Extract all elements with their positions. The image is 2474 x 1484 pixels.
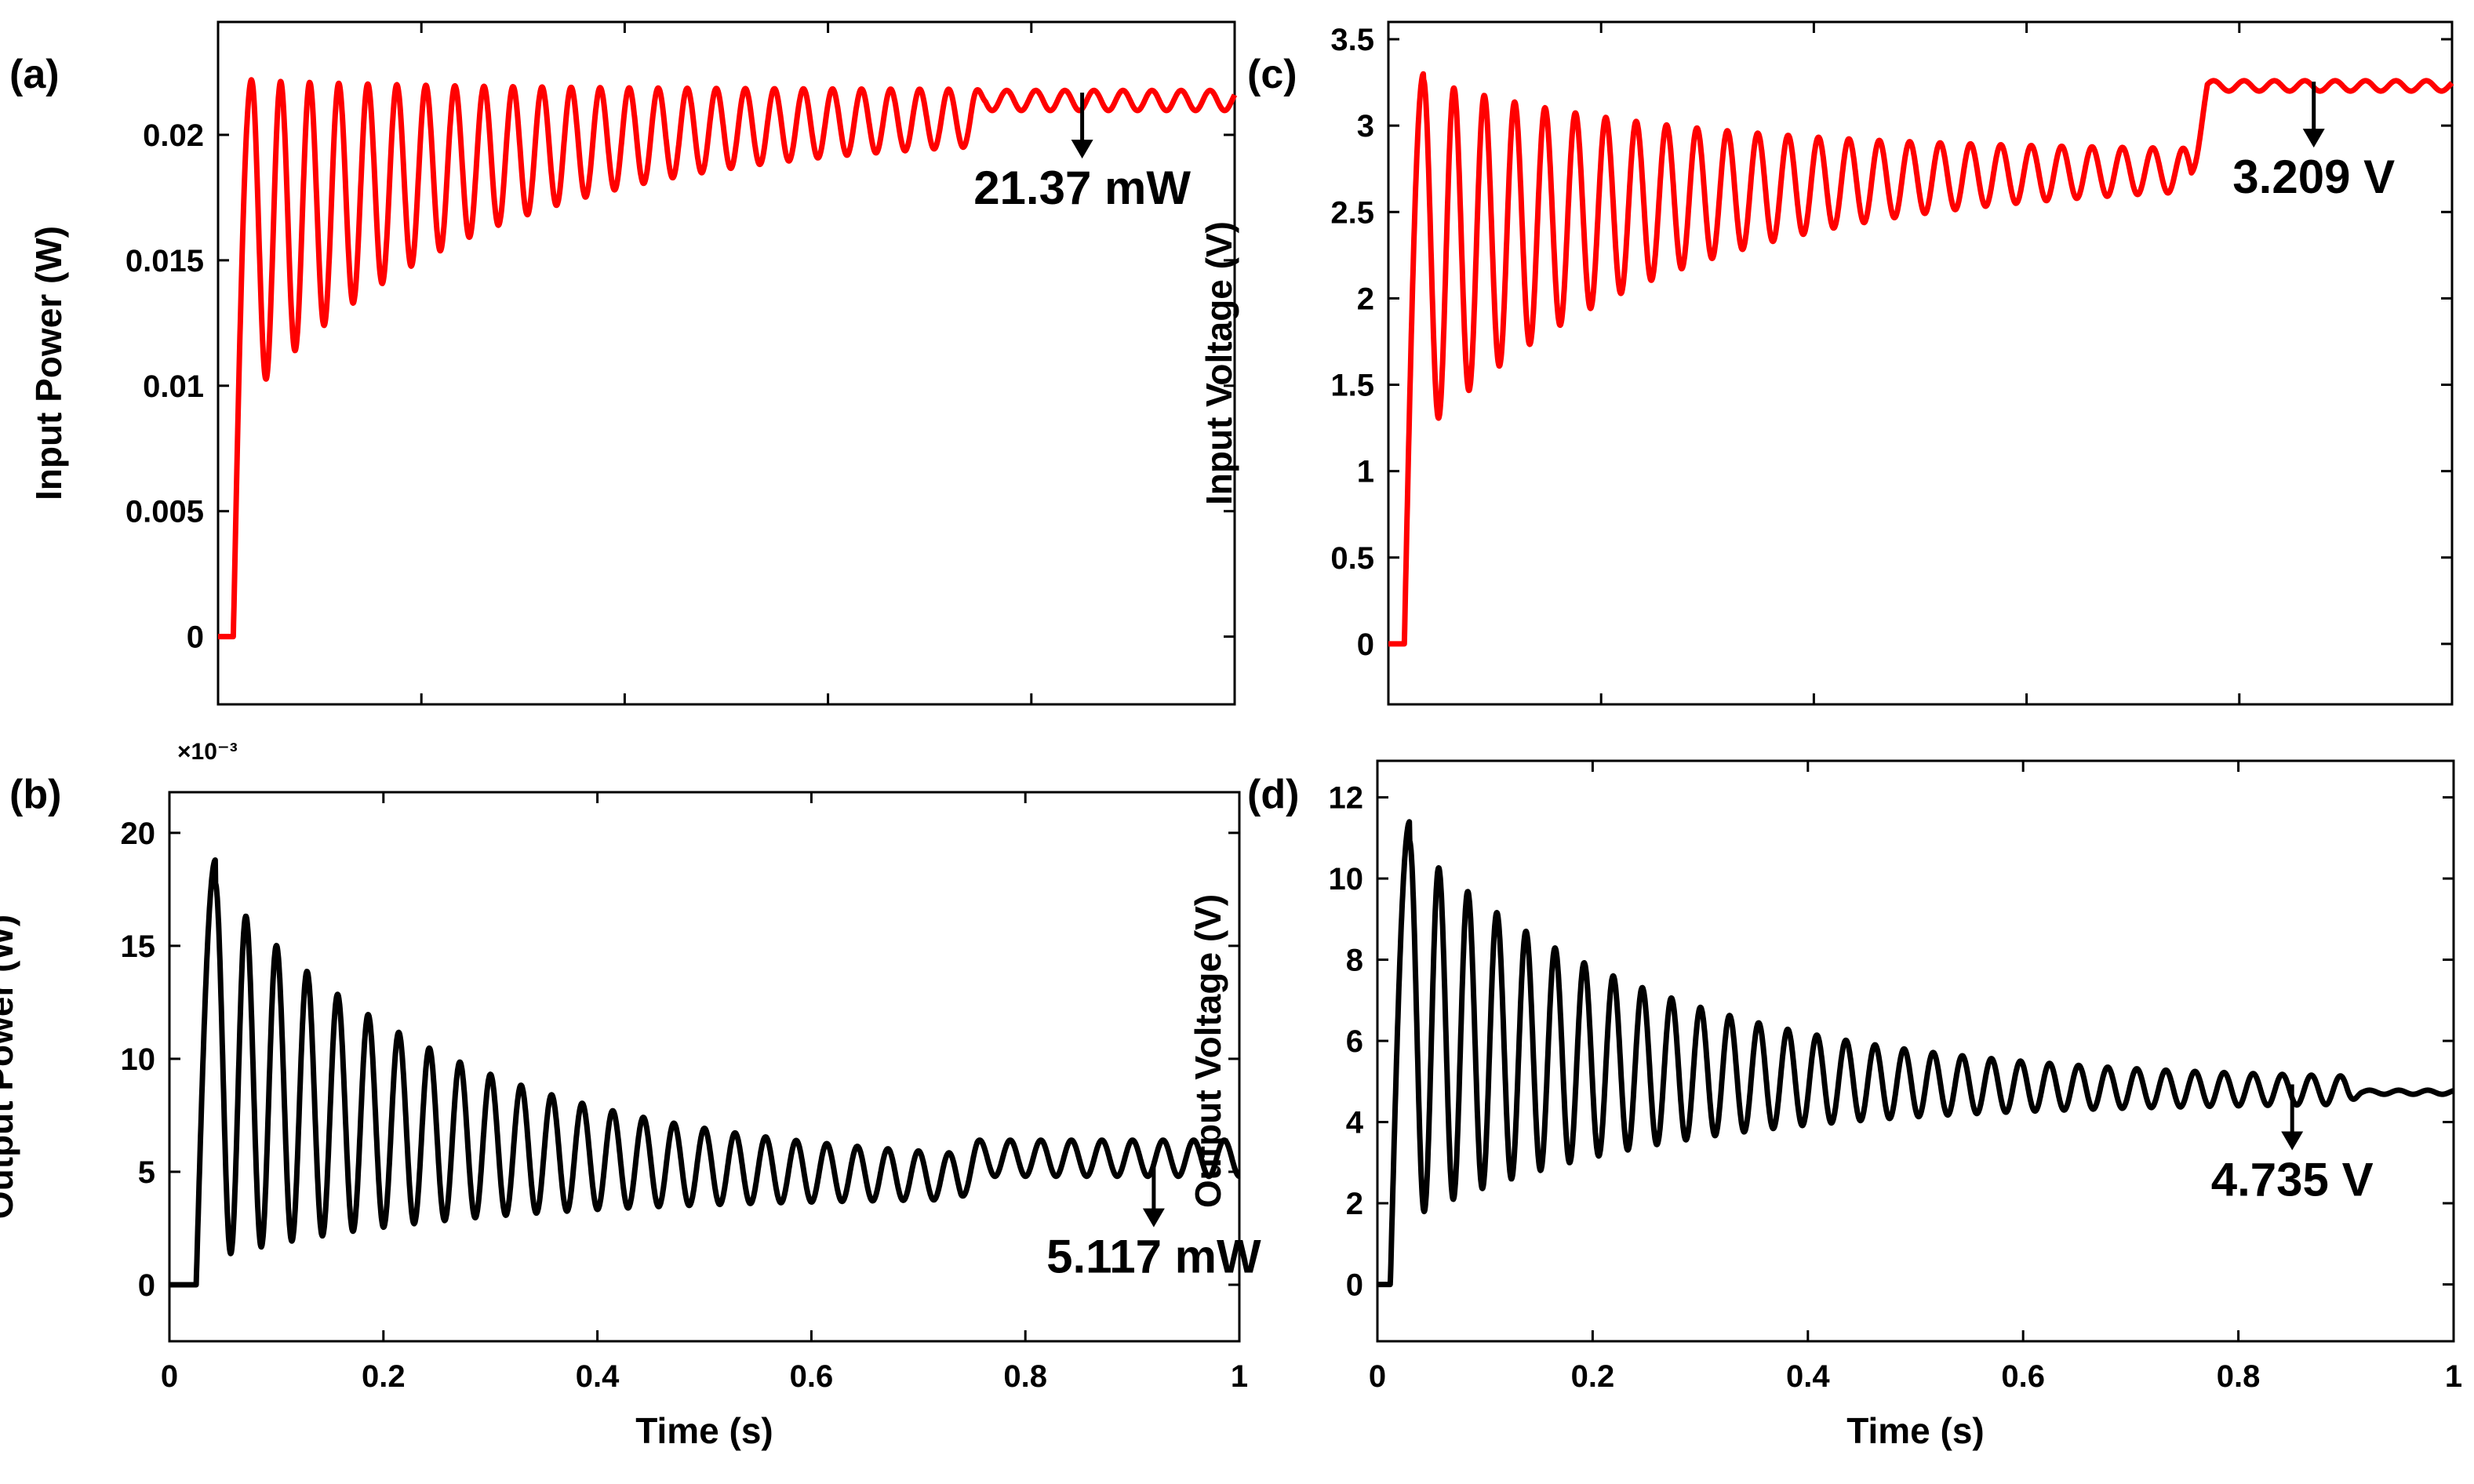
y-tick-label: 0: [187, 620, 204, 655]
x-axis-label: Time (s): [635, 1410, 773, 1451]
y-tick-label: 0: [138, 1268, 155, 1303]
annotation-label: 21.37 mW: [973, 162, 1191, 214]
x-tick-label: 0.2: [1571, 1359, 1615, 1394]
plot-frame: [1387, 20, 2454, 706]
plot-frame: [216, 20, 1236, 706]
x-tick-label: 0.6: [790, 1359, 834, 1394]
annotation-label: 4.735 V: [2211, 1154, 2374, 1206]
x-tick-label: 0: [161, 1359, 178, 1394]
y-tick-label: 1.5: [1330, 369, 1374, 403]
x-tick-label: 0.2: [362, 1359, 406, 1394]
panel-label: (a): [9, 52, 60, 97]
panel-a-input-power: 0 0.005 0.01 0.015 0.02 Input Power (W) (a) 21.…: [9, 20, 1238, 706]
x-tick-label: 0.4: [576, 1359, 620, 1394]
x-tick-label: 0.8: [1003, 1359, 1047, 1394]
panel-label: (d): [1247, 772, 1299, 817]
series-line: [215, 77, 1238, 640]
series-line: [166, 857, 1242, 1288]
y-tick-label: 3: [1357, 109, 1374, 144]
y-axis-label: Output Power (W): [0, 915, 20, 1219]
y-tick-label: 0: [1357, 627, 1374, 662]
y-tick-label: 6: [1346, 1024, 1363, 1059]
y-tick-label: 8: [1346, 944, 1363, 978]
y-tick-label: 3.5: [1330, 23, 1374, 57]
x-tick-label: 0.4: [1786, 1359, 1830, 1394]
series-line: [1374, 819, 2457, 1288]
annotation-label: 3.209 V: [2232, 151, 2395, 203]
annotation-arrow-head: [2302, 129, 2325, 148]
y-tick-label: 4: [1346, 1106, 1364, 1140]
y-axis-label: Output Voltage (V): [1188, 894, 1228, 1208]
panel-b-output-power: 0 5 10 15 20 0 0.2 0.4 0.6 0.8 1 Output Power (W) Ti…: [0, 739, 1261, 1451]
panel-label: (c): [1247, 52, 1297, 97]
y-tick-label: 2: [1357, 282, 1374, 316]
y-tick-label: 10: [121, 1042, 156, 1077]
y-tick-label: 0.01: [143, 369, 204, 404]
x-tick-label: 0.6: [2001, 1359, 2045, 1394]
plot-frame: [168, 791, 1241, 1343]
y-axis-label: Input Voltage (V): [1199, 221, 1239, 505]
y-tick-label: 1: [1357, 455, 1374, 489]
y-tick-label: 15: [121, 929, 156, 964]
series-line: [1385, 71, 2455, 647]
y-multiplier-label: ×10⁻³: [177, 739, 238, 765]
annotation-arrow-head: [1071, 140, 1093, 159]
y-tick-label: 0.005: [126, 495, 204, 529]
panel-label: (b): [9, 772, 61, 817]
y-tick-label: 0.02: [143, 118, 204, 153]
y-tick-label: 0: [1346, 1268, 1363, 1303]
annotation-arrow-head: [2281, 1131, 2304, 1151]
x-tick-label: 0.8: [2217, 1359, 2261, 1394]
y-tick-label: 2: [1346, 1187, 1363, 1221]
x-tick-label: 1: [2445, 1359, 2462, 1394]
y-tick-label: 12: [1329, 781, 1364, 816]
y-tick-label: 20: [121, 817, 156, 851]
annotation-label: 5.117 mW: [1046, 1231, 1261, 1283]
x-tick-label: 1: [1231, 1359, 1248, 1394]
y-tick-label: 10: [1329, 862, 1364, 897]
plot-frame: [1376, 759, 2455, 1343]
y-tick-label: 0.5: [1330, 541, 1374, 576]
panel-d-output-voltage: 0 2 4 6 8 10 12 0 0.2 0.4 0.6 0.8 1 Output Voltage (V…: [1188, 759, 2462, 1451]
x-axis-label: Time (s): [1846, 1410, 1985, 1451]
y-tick-label: 0.015: [126, 244, 204, 278]
y-axis-label: Input Power (W): [28, 226, 69, 500]
annotation-arrow-head: [1142, 1208, 1165, 1228]
y-tick-label: 2.5: [1330, 195, 1374, 230]
x-tick-label: 0: [1369, 1359, 1386, 1394]
panel-c-input-voltage: 0 0.5 1 1.5 2 2.5 3 3.5 Input Voltage (V) (c) 3.20…: [1199, 20, 2455, 706]
y-tick-label: 5: [138, 1155, 155, 1190]
